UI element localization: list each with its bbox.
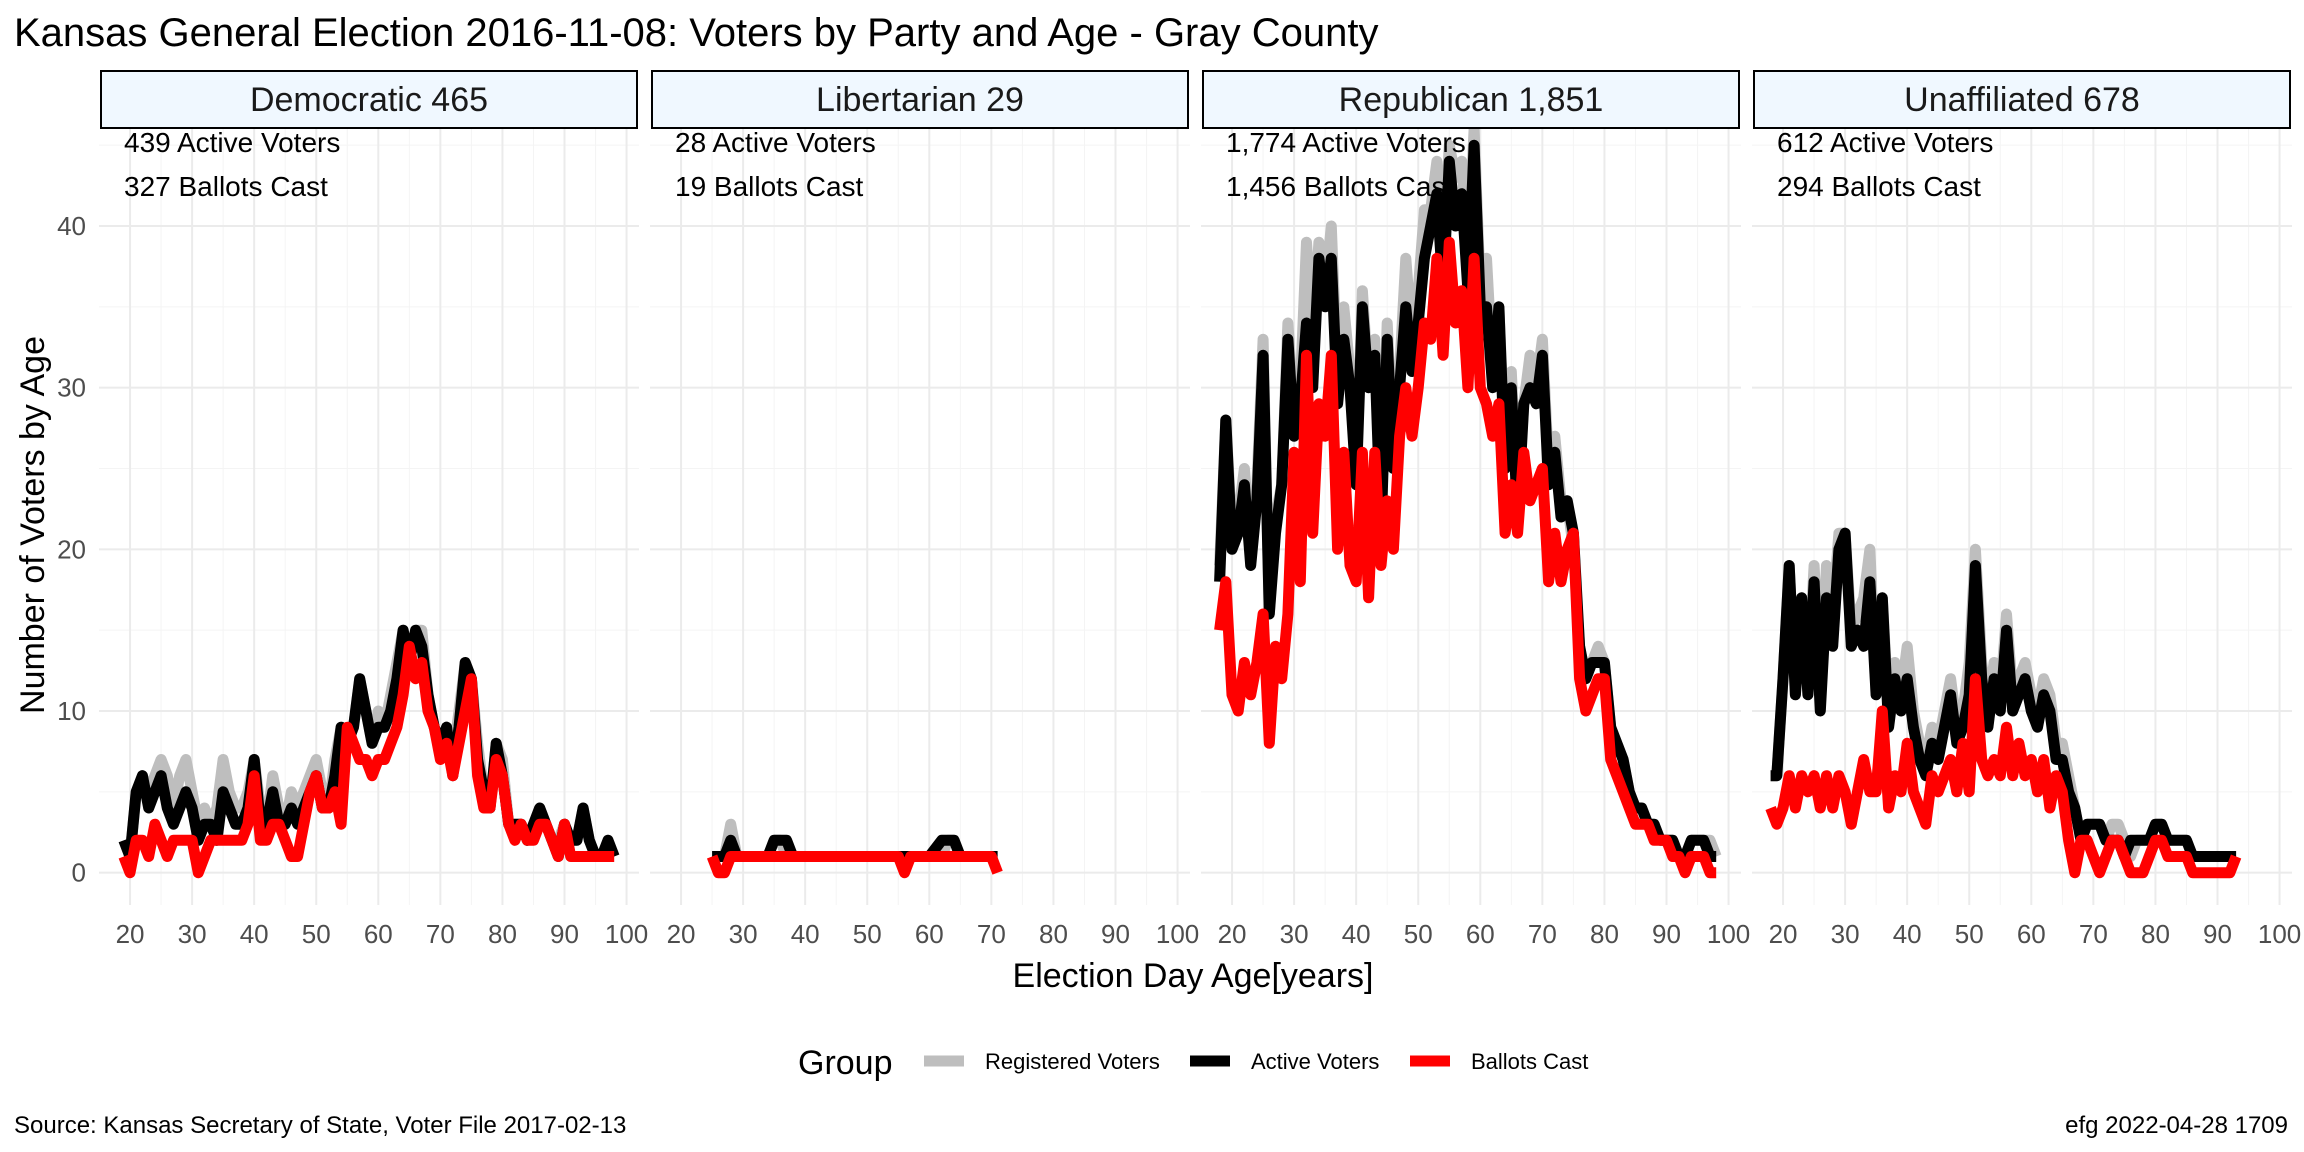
active-voters-annotation: 612 Active Voters [1777, 127, 1993, 158]
x-tick-label: 90 [2203, 919, 2232, 949]
x-tick-label: 60 [1466, 919, 1495, 949]
panel-strip-label: Republican 1,851 [1339, 81, 1604, 119]
panel-strip [100, 70, 638, 129]
y-axis-label: Number of Voters by Age [14, 336, 52, 714]
legend-label: Ballots Cast [1471, 1049, 1588, 1074]
ballots-cast-annotation: 294 Ballots Cast [1777, 171, 1981, 202]
ballots-cast-annotation: 327 Ballots Cast [124, 171, 328, 202]
series-line-active [1770, 527, 2237, 862]
x-tick-label: 30 [1831, 919, 1860, 949]
x-tick-label: 80 [1039, 919, 1068, 949]
x-tick-label: 70 [426, 919, 455, 949]
x-tick-label: 60 [364, 919, 393, 949]
panel-strip [1753, 70, 2291, 129]
legend-title: Group [798, 1044, 893, 1082]
series-line-ballots [1765, 673, 2242, 879]
active-voters-annotation: 28 Active Voters [675, 127, 876, 158]
x-tick-label: 20 [1218, 919, 1247, 949]
series-line-ballots [1214, 236, 1717, 879]
chart-title: Kansas General Election 2016-11-08: Vote… [14, 11, 1378, 55]
x-tick-label: 40 [1893, 919, 1922, 949]
x-tick-label: 30 [729, 919, 758, 949]
legend-label: Registered Voters [985, 1049, 1160, 1074]
x-tick-label: 100 [1707, 919, 1750, 949]
panels: 20 30 40 50 60 70 80 90 100 0 10 20 30 40 Democratic 4… [57, 70, 2301, 949]
x-axis-label: Election Day Age[years] [1013, 957, 1374, 995]
y-tick-label: 0 [72, 858, 86, 888]
y-tick-label: 20 [57, 534, 86, 564]
x-tick-label: 50 [853, 919, 882, 949]
x-tick-label: 100 [605, 919, 648, 949]
series-line-ballots [118, 640, 615, 879]
panel-3: 20 30 40 50 60 70 80 90 100 Republican 1,851 1,774… [1201, 70, 1750, 949]
x-tick-label: 50 [1404, 919, 1433, 949]
x-tick-label: 90 [550, 919, 579, 949]
panel-strip [1202, 70, 1740, 129]
x-tick-label: 80 [2141, 919, 2170, 949]
panel-2: 20 30 40 50 60 70 80 90 100 Libertarian 29 28 Acti… [650, 70, 1199, 949]
x-tick-label: 90 [1101, 919, 1130, 949]
x-tick-label: 20 [1769, 919, 1798, 949]
panel-strip-label: Unaffiliated 678 [1904, 81, 2140, 119]
x-tick-label: 70 [2079, 919, 2108, 949]
legend-items: Registered Voters Active Voters Ballots Ca… [924, 1049, 1588, 1074]
x-tick-label: 40 [1342, 919, 1371, 949]
x-tick-label: 50 [1955, 919, 1984, 949]
x-tick-label: 60 [915, 919, 944, 949]
x-tick-label: 80 [488, 919, 517, 949]
source-note: Source: Kansas Secretary of State, Voter… [14, 1112, 626, 1139]
legend-label: Active Voters [1251, 1049, 1379, 1074]
series-line-active [118, 624, 620, 862]
x-tick-label: 20 [667, 919, 696, 949]
legend: Group Registered Voters Active Voters Ball… [798, 1044, 1588, 1082]
active-voters-annotation: 1,774 Active Voters [1226, 127, 1466, 158]
panel-strip [651, 70, 1189, 129]
ballots-cast-annotation: 1,456 Ballots Cast [1226, 171, 1453, 202]
x-tick-label: 80 [1590, 919, 1619, 949]
x-tick-label: 30 [178, 919, 207, 949]
panel-strip-label: Democratic 465 [250, 81, 488, 119]
x-tick-label: 30 [1280, 919, 1309, 949]
series-line-ballots [706, 851, 1003, 879]
x-tick-label: 70 [1528, 919, 1557, 949]
panel-strip-label: Libertarian 29 [816, 81, 1024, 119]
x-tick-label: 60 [2017, 919, 2046, 949]
x-tick-label: 100 [2258, 919, 2301, 949]
x-tick-label: 50 [302, 919, 331, 949]
x-tick-label: 90 [1652, 919, 1681, 949]
panel-4: 20 30 40 50 60 70 80 90 100 Unaffiliated 678 612 A… [1752, 70, 2301, 949]
y-tick-label: 10 [57, 696, 86, 726]
active-voters-annotation: 439 Active Voters [124, 127, 340, 158]
credit-note: efg 2022-04-28 1709 [2065, 1112, 2288, 1139]
ballots-cast-annotation: 19 Ballots Cast [675, 171, 864, 202]
x-tick-label: 100 [1156, 919, 1199, 949]
y-tick-label: 40 [57, 211, 86, 241]
x-tick-label: 70 [977, 919, 1006, 949]
panel-1: 20 30 40 50 60 70 80 90 100 0 10 20 30 40 Democratic 4… [57, 70, 648, 949]
x-tick-label: 40 [240, 919, 269, 949]
x-tick-label: 40 [791, 919, 820, 949]
y-tick-label: 30 [57, 373, 86, 403]
x-tick-label: 20 [116, 919, 145, 949]
